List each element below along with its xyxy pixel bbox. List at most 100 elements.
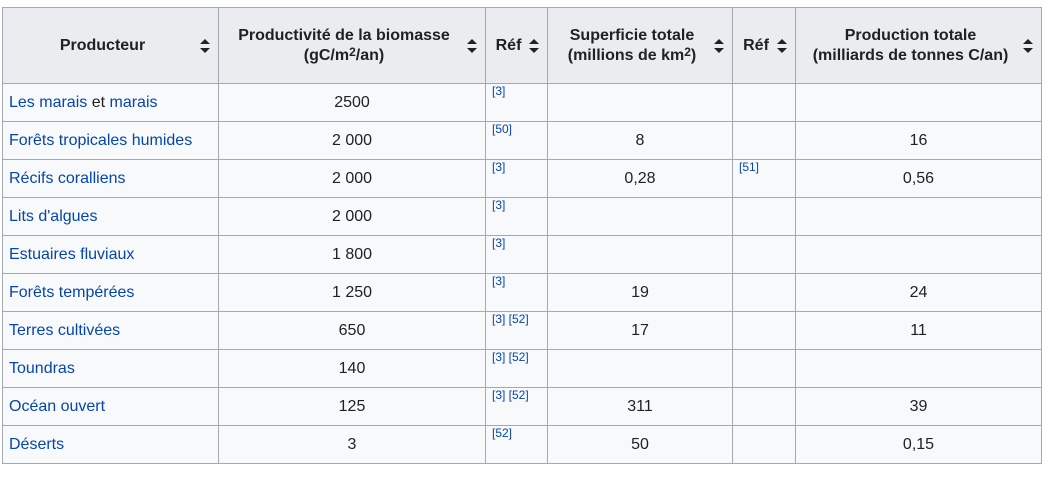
column-header-ref1[interactable]: Réf <box>485 7 548 84</box>
biomass-header-line2: (gC/m2/an) <box>225 44 463 66</box>
producer-link[interactable]: Toundras <box>9 359 75 377</box>
column-header-area[interactable]: Superficie totale (millions de km2) <box>547 7 733 84</box>
biomass-cell: 3 <box>218 425 486 464</box>
area-cell <box>547 83 733 122</box>
ref-link[interactable]: [3] <box>492 236 506 250</box>
producer-link[interactable]: Forêts tempérées <box>9 283 135 301</box>
sort-icon[interactable] <box>1023 38 1033 53</box>
ref-link[interactable]: [3] [52] <box>492 312 529 326</box>
biomass-cell: 1 800 <box>218 235 486 274</box>
table-row: Lits d'algues 2 000 [3] <box>2 197 1042 236</box>
table-container: Producteur Productivité de la biomasse (… <box>2 7 1042 464</box>
ref-cell <box>732 121 796 160</box>
ref-cell: [51] <box>732 159 796 198</box>
biomass-unit-b: /an) <box>355 46 385 64</box>
area-cell: 19 <box>547 273 733 312</box>
sort-icon[interactable] <box>529 38 539 53</box>
biomass-cell: 650 <box>218 311 486 350</box>
column-header-producer-label: Producteur <box>59 36 146 54</box>
ref-cell <box>732 311 796 350</box>
production-cell: 0,56 <box>795 159 1042 198</box>
column-header-producer[interactable]: Producteur <box>2 7 219 84</box>
biomass-unit-a: (gC/m <box>303 46 350 64</box>
table-row: Toundras 140 [3] [52] <box>2 349 1042 388</box>
ref-link[interactable]: [3] <box>492 84 506 98</box>
production-cell: 24 <box>795 273 1042 312</box>
header-row: Producteur Productivité de la biomasse (… <box>2 7 1042 84</box>
table-row: Récifs coralliens 2 000 [3] 0,28 [51] 0,… <box>2 159 1042 198</box>
ref-cell <box>732 235 796 274</box>
producer-cell: Terres cultivées <box>2 311 219 350</box>
ref-cell <box>732 349 796 388</box>
ref-link[interactable]: [51] <box>739 160 760 174</box>
area-cell: 311 <box>547 387 733 426</box>
producer-cell: Lits d'algues <box>2 197 219 236</box>
producer-cell: Récifs coralliens <box>2 159 219 198</box>
ref-cell: [3] <box>485 197 548 236</box>
ref-cell <box>732 273 796 312</box>
biomass-cell: 140 <box>218 349 486 388</box>
sort-icon[interactable] <box>200 38 210 53</box>
production-cell <box>795 235 1042 274</box>
column-header-production[interactable]: Production totale (milliards de tonnes C… <box>795 7 1042 84</box>
ref-cell: [3] <box>485 235 548 274</box>
producer-cell: Océan ouvert <box>2 387 219 426</box>
area-cell: 0,28 <box>547 159 733 198</box>
ref-cell <box>732 83 796 122</box>
column-header-biomass[interactable]: Productivité de la biomasse (gC/m2/an) <box>218 7 486 84</box>
production-cell: 0,15 <box>795 425 1042 464</box>
production-cell: 39 <box>795 387 1042 426</box>
ref-cell: [3] [52] <box>485 387 548 426</box>
ref-cell: [3] <box>485 273 548 312</box>
producer-cell: Forêts tempérées <box>2 273 219 312</box>
production-header-line2: (milliards de tonnes C/an) <box>812 46 1009 64</box>
ref-link[interactable]: [3] <box>492 160 506 174</box>
table-row: Les marais et marais 2500 [3] <box>2 83 1042 122</box>
ref-link[interactable]: [3] [52] <box>492 350 529 364</box>
sort-icon[interactable] <box>467 38 477 53</box>
producer-cell: Les marais et marais <box>2 83 219 122</box>
table-row: Forêts tempérées 1 250 [3] 19 24 <box>2 273 1042 312</box>
column-header-ref2[interactable]: Réf <box>732 7 796 84</box>
producer-link[interactable]: Lits d'algues <box>9 207 98 225</box>
producer-link[interactable]: Récifs coralliens <box>9 169 126 187</box>
ref-cell <box>732 425 796 464</box>
producer-cell: Toundras <box>2 349 219 388</box>
biomass-cell: 1 250 <box>218 273 486 312</box>
table-row: Déserts 3 [52] 50 0,15 <box>2 425 1042 464</box>
ref1-header-label: Réf <box>495 36 522 54</box>
ref-link[interactable]: [52] <box>492 426 513 440</box>
ref-cell <box>732 197 796 236</box>
ref-link[interactable]: [3] [52] <box>492 388 529 402</box>
production-cell: 16 <box>795 121 1042 160</box>
biomass-header-line1: Productivité de la biomasse <box>238 26 450 44</box>
table-row: Océan ouvert 125 [3] [52] 311 39 <box>2 387 1042 426</box>
ref2-header-label: Réf <box>743 36 769 54</box>
ref-link[interactable]: [3] <box>492 198 506 212</box>
biomass-cell: 2500 <box>218 83 486 122</box>
production-cell <box>795 349 1042 388</box>
area-header-line2: (millions de km2) <box>554 45 710 66</box>
area-header-line1: Superficie totale <box>569 26 695 44</box>
producer-link[interactable]: Terres cultivées <box>9 321 121 339</box>
sort-icon[interactable] <box>714 38 724 53</box>
producer-link[interactable]: marais <box>109 93 158 111</box>
biomass-cell: 125 <box>218 387 486 426</box>
producer-link[interactable]: Les marais <box>9 93 88 111</box>
sort-icon[interactable] <box>777 38 787 53</box>
ref-link[interactable]: [3] <box>492 274 506 288</box>
table-row: Terres cultivées 650 [3] [52] 17 11 <box>2 311 1042 350</box>
biomass-unit-sup: 2 <box>349 44 356 59</box>
area-cell: 8 <box>547 121 733 160</box>
producer-link[interactable]: Estuaires fluviaux <box>9 245 135 263</box>
ref-link[interactable]: [50] <box>492 122 513 136</box>
producer-link[interactable]: Forêts tropicales humides <box>9 131 193 149</box>
ref-cell: [52] <box>485 425 548 464</box>
ref-cell: [3] [52] <box>485 349 548 388</box>
producer-link[interactable]: Océan ouvert <box>9 397 106 415</box>
ref-cell: [3] <box>485 159 548 198</box>
ref-cell: [3] <box>485 83 548 122</box>
biomass-cell: 2 000 <box>218 159 486 198</box>
producer-cell: Déserts <box>2 425 219 464</box>
producer-link[interactable]: Déserts <box>9 435 65 453</box>
